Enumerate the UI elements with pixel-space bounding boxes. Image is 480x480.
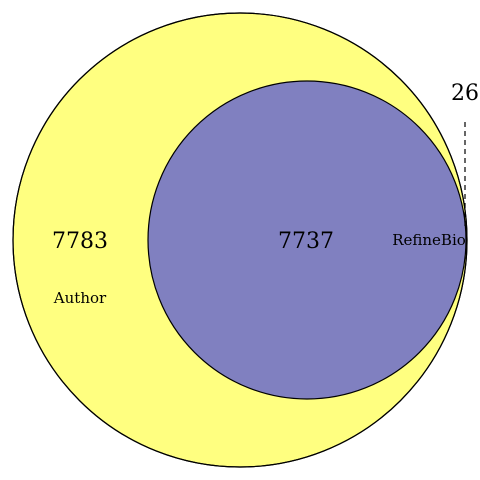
intersection-count: 7737 bbox=[278, 229, 334, 254]
author-only-count: 7783 bbox=[52, 229, 108, 254]
refinebio-only-count: 26 bbox=[451, 81, 479, 106]
refinebio-set-label: RefineBio bbox=[392, 231, 466, 249]
refinebio-set-circle bbox=[147, 80, 467, 400]
author-set-label: Author bbox=[53, 289, 107, 307]
author-set-outline bbox=[12, 12, 468, 468]
